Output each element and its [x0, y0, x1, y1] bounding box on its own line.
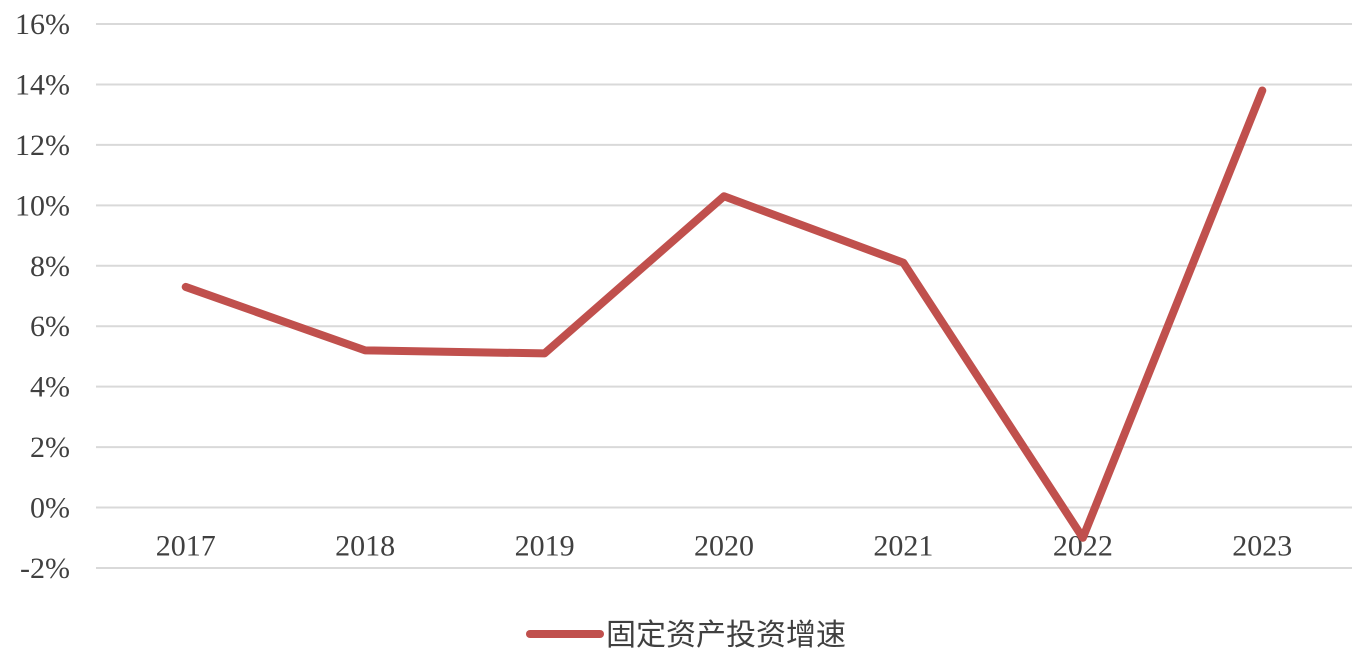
y-tick-label: 10% — [15, 189, 70, 222]
gridlines — [96, 23, 1352, 569]
y-tick-label: 4% — [30, 371, 70, 404]
y-tick-label: 8% — [30, 250, 70, 283]
legend-label: 固定资产投资增速 — [606, 618, 846, 653]
x-tick-label: 2018 — [335, 530, 395, 563]
x-axis-ticks: 2017 2018 2019 2020 2021 2022 2023 — [156, 530, 1293, 563]
y-tick-label: 6% — [30, 310, 70, 343]
legend: 固定资产投资增速 — [526, 618, 846, 653]
y-tick-label: -2% — [20, 552, 70, 585]
x-tick-label: 2017 — [156, 530, 216, 563]
series-group — [181, 86, 1267, 542]
y-tick-label: 0% — [30, 492, 70, 525]
y-tick-label: 14% — [15, 68, 70, 101]
series-line — [181, 86, 1267, 542]
x-tick-label: 2021 — [873, 530, 933, 563]
y-tick-label: 2% — [30, 431, 70, 464]
y-axis-ticks: 16% 14% 12% 10% 8% 6% 4% 2% 0% -2% — [15, 8, 70, 585]
y-tick-label: 16% — [15, 8, 70, 41]
x-tick-label: 2019 — [515, 530, 575, 563]
y-tick-label: 12% — [15, 129, 70, 162]
x-tick-label: 2020 — [694, 530, 754, 563]
x-tick-label: 2023 — [1232, 530, 1292, 563]
